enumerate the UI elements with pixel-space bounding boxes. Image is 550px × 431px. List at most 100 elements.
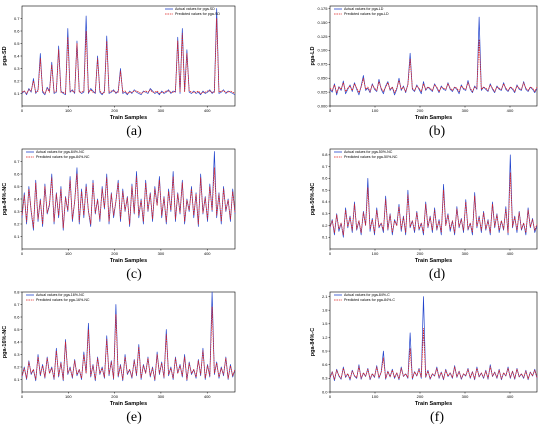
chart-panel-b: 0 100 200 300 400 0.000 0.025 0.050 0.075 0.100 0.…	[275, 0, 550, 143]
legend-label: Actual values for pga-50%-NC	[344, 150, 393, 154]
x-tick-label: 0	[21, 394, 24, 399]
x-tick-label: 300	[462, 108, 469, 113]
y-axis-label: pga-84%-C	[310, 328, 316, 356]
y-tick-label: 2.1	[322, 294, 328, 299]
x-axis-label: Train Samples	[110, 258, 147, 264]
chart-e-caption: (e)	[126, 410, 142, 425]
y-tick-label: 0.5	[14, 184, 20, 189]
x-tick-label: 0	[329, 251, 332, 256]
chart-f-svg: 0 100 200 300 400 0.0 0.3 0.6 0.9 1.2 1.5 1.8 2.1 Tra…	[310, 291, 538, 407]
chart-d-caption: (d)	[428, 267, 446, 282]
x-tick-label: 300	[462, 251, 469, 256]
y-tick-label: 0.000	[317, 103, 328, 108]
series-line-predicted	[21, 306, 236, 380]
x-tick-label: 400	[204, 394, 211, 399]
legend-label: Actual values for pga-16%-NC	[36, 293, 85, 297]
series-line-predicted	[21, 167, 236, 229]
x-tick-label: 200	[417, 108, 424, 113]
y-tick-label: 0.3	[322, 211, 328, 216]
y-tick-label: 0.2	[14, 221, 20, 226]
y-tick-label: 0.2	[14, 78, 20, 83]
y-tick-label: 1.2	[322, 335, 328, 340]
x-tick-label: 100	[372, 394, 379, 399]
x-tick-label: 0	[329, 108, 332, 113]
x-axis-label: Train Samples	[110, 115, 147, 121]
legend-label: Predicted values for pga-SD	[175, 12, 220, 16]
chart-b-svg: 0 100 200 300 400 0.000 0.025 0.050 0.075 0.100 0.…	[310, 5, 538, 121]
legend-label: Predicted values for pga-84%-NC	[36, 155, 90, 159]
y-tick-label: 0.8	[322, 152, 328, 157]
plot-frame	[329, 5, 538, 107]
y-tick-label: 0.8	[14, 289, 20, 294]
y-tick-label: 0.4	[322, 199, 328, 204]
chart-panel-d: 0 100 200 300 400 0.1 0.2 0.3 0.4 0.5 0.6 0.7 0.8 Tra…	[275, 143, 550, 286]
chart-c-caption: (c)	[126, 267, 142, 282]
x-tick-label: 100	[65, 108, 72, 113]
x-tick-label: 300	[158, 251, 165, 256]
y-tick-label: 0.3	[14, 209, 20, 214]
x-tick-label: 400	[507, 108, 514, 113]
x-tick-label: 100	[65, 394, 72, 399]
y-tick-label: 1.5	[322, 321, 328, 326]
y-tick-label: 0.5	[14, 41, 20, 46]
x-tick-label: 300	[158, 394, 165, 399]
y-tick-label: 0.175	[317, 6, 328, 11]
x-tick-label: 100	[372, 251, 379, 256]
x-tick-label: 0	[21, 251, 24, 256]
legend-label: Predicted values for pga-LD	[344, 12, 389, 16]
y-axis-label: pga-50%-NC	[310, 183, 316, 215]
y-tick-label: 0.100	[317, 48, 328, 53]
y-tick-label: 0.7	[14, 302, 20, 307]
legend-label: Actual values for pga-84%-C	[344, 293, 390, 297]
y-axis-label: pga-16%-NC	[2, 326, 8, 358]
y-tick-label: 0.4	[14, 53, 20, 58]
plot-frame	[21, 5, 236, 107]
x-tick-label: 0	[21, 108, 24, 113]
y-tick-label: 1.8	[322, 307, 328, 312]
y-tick-label: 0.7	[14, 159, 20, 164]
y-tick-label: 0.025	[317, 89, 328, 94]
series-line-predicted	[329, 38, 538, 94]
x-tick-label: 200	[111, 394, 118, 399]
x-axis-label: Train Samples	[415, 401, 452, 407]
x-tick-label: 200	[417, 394, 424, 399]
y-tick-label: 0.4	[14, 339, 20, 344]
legend-label: Predicted values for pga-16%-NC	[36, 298, 90, 302]
x-tick-label: 0	[329, 394, 332, 399]
series-line-predicted	[329, 172, 538, 236]
legend-label: Actual values for pga-LD	[344, 7, 384, 11]
y-tick-label: 0.6	[322, 362, 328, 367]
x-tick-label: 200	[417, 251, 424, 256]
x-tick-label: 100	[65, 251, 72, 256]
y-axis-label: pga-LD	[310, 47, 316, 66]
y-tick-label: 0.1	[14, 234, 20, 239]
y-tick-label: 0.0	[322, 389, 328, 394]
chart-panel-c: 0 100 200 300 400 0.1 0.2 0.3 0.4 0.5 0.6 0.7 Train …	[0, 143, 275, 286]
x-axis-label: Train Samples	[415, 115, 452, 121]
x-tick-label: 400	[507, 251, 514, 256]
y-tick-label: 0.3	[14, 352, 20, 357]
y-tick-label: 0.9	[322, 348, 328, 353]
legend-label: Predicted values for pga-50%-NC	[344, 155, 398, 159]
plot-frame	[329, 148, 538, 250]
y-tick-label: 0.2	[322, 223, 328, 228]
series-line-predicted	[329, 327, 538, 380]
y-tick-label: 0.1	[14, 91, 20, 96]
y-axis-label: pga-SD	[2, 46, 8, 65]
y-tick-label: 0.125	[317, 34, 328, 39]
chart-panel-f: 0 100 200 300 400 0.0 0.3 0.6 0.9 1.2 1.5 1.8 2.1 Tra…	[275, 286, 550, 431]
y-tick-label: 0.6	[14, 314, 20, 319]
chart-b-caption: (b)	[428, 124, 446, 139]
x-axis-label: Train Samples	[110, 401, 147, 407]
legend-label: Actual values for pga-84%-NC	[36, 150, 85, 154]
plot-frame	[21, 148, 236, 250]
y-tick-label: 0.1	[14, 377, 20, 382]
y-tick-label: 0.3	[322, 376, 328, 381]
chart-panel-e: 0 100 200 300 400 0.1 0.2 0.3 0.4 0.5 0.6 0.7 0.8 Tra…	[0, 286, 275, 431]
plot-frame	[21, 291, 236, 393]
y-tick-label: 0.075	[317, 62, 328, 67]
chart-a-svg: 0 100 200 300 400 0.1 0.2 0.3 0.4 0.5 0.6 0.7 Train …	[2, 5, 236, 121]
y-tick-label: 0.7	[322, 164, 328, 169]
y-tick-label: 0.7	[14, 16, 20, 21]
x-tick-label: 200	[111, 108, 118, 113]
